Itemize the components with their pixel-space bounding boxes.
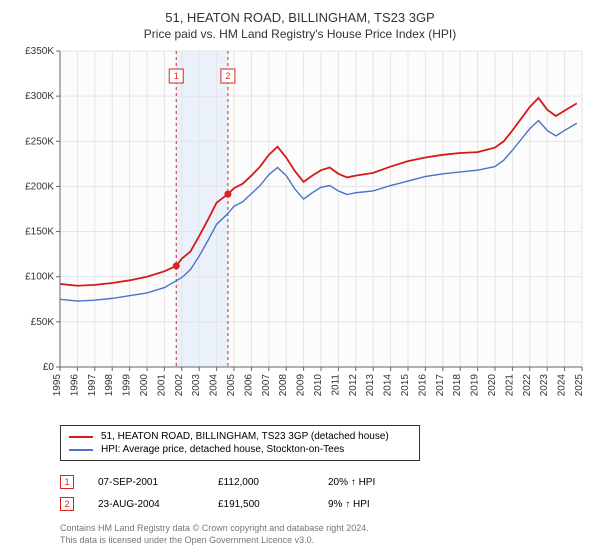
x-tick-label: 2004 [209, 374, 220, 397]
footer-line2: This data is licensed under the Open Gov… [60, 535, 588, 547]
legend-swatch [69, 436, 93, 438]
x-tick-label: 2009 [296, 374, 307, 397]
x-tick-label: 2015 [400, 374, 411, 397]
y-tick-label: £50K [31, 317, 55, 328]
x-tick-label: 2024 [557, 374, 568, 397]
sale-rows: 1 07-SEP-2001 £112,000 20% ↑ HPI 2 23-AUG-200… [60, 471, 588, 515]
x-tick-label: 2010 [313, 374, 324, 397]
sale-date: 07-SEP-2001 [98, 477, 208, 488]
footer-line1: Contains HM Land Registry data © Crown c… [60, 523, 588, 535]
x-tick-label: 2011 [330, 374, 341, 396]
sale-row: 2 23-AUG-2004 £191,500 9% ↑ HPI [60, 493, 588, 515]
x-tick-label: 2019 [470, 374, 481, 397]
chart-area: 1 2 £0 £50K £100K £150K £200K £250K £300K £350K 19… [12, 47, 588, 417]
x-tick-label: 2006 [243, 374, 254, 397]
x-tick-label: 2001 [156, 374, 167, 397]
x-tick-label: 2005 [226, 374, 237, 397]
x-tick-label: 2023 [539, 374, 550, 397]
legend-label: HPI: Average price, detached house, Stoc… [101, 444, 344, 455]
highlight-band [176, 51, 228, 367]
legend-swatch [69, 449, 93, 451]
x-tick-label: 2021 [504, 374, 515, 397]
sale-delta: 20% ↑ HPI [328, 477, 448, 488]
x-tick-label: 2002 [174, 374, 185, 397]
x-tick-label: 1997 [87, 374, 98, 397]
sale-marker-icon: 1 [60, 475, 74, 489]
sale-point [173, 262, 180, 269]
sale-row: 1 07-SEP-2001 £112,000 20% ↑ HPI [60, 471, 588, 493]
x-tick-label: 2003 [191, 374, 202, 397]
legend-item: 51, HEATON ROAD, BILLINGHAM, TS23 3GP (d… [69, 430, 411, 443]
footer-attribution: Contains HM Land Registry data © Crown c… [60, 523, 588, 546]
x-tick-label: 2018 [452, 374, 463, 397]
sale-price: £112,000 [218, 477, 318, 488]
y-tick-label: £300K [25, 91, 54, 102]
sale-delta: 9% ↑ HPI [328, 499, 448, 510]
y-tick-label: £200K [25, 181, 54, 192]
sale-price: £191,500 [218, 499, 318, 510]
legend-item: HPI: Average price, detached house, Stoc… [69, 443, 411, 456]
x-tick-label: 2007 [261, 374, 272, 397]
y-tick-label: £250K [25, 136, 54, 147]
y-tick-label: £350K [25, 47, 54, 57]
x-tick-label: 1995 [52, 374, 63, 397]
y-tick-label: £0 [43, 362, 55, 373]
y-tick-label: £100K [25, 272, 54, 283]
chart-svg: 1 2 £0 £50K £100K £150K £200K £250K £300K £350K 19… [12, 47, 588, 417]
x-tick-label: 2000 [139, 374, 150, 397]
sale-point [224, 191, 231, 198]
chart-container: 51, HEATON ROAD, BILLINGHAM, TS23 3GP Pr… [0, 0, 600, 554]
sale-date: 23-AUG-2004 [98, 499, 208, 510]
x-tick-label: 1999 [122, 374, 133, 397]
x-tick-label: 1998 [104, 374, 115, 397]
x-tick-label: 2022 [522, 374, 533, 397]
x-tick-label: 2014 [383, 374, 394, 397]
sale-marker-icon: 2 [60, 497, 74, 511]
legend-label: 51, HEATON ROAD, BILLINGHAM, TS23 3GP (d… [101, 431, 389, 442]
sale-marker-label: 1 [174, 71, 179, 81]
chart-title-subtitle: Price paid vs. HM Land Registry's House … [12, 27, 588, 41]
x-tick-label: 2012 [348, 374, 359, 397]
x-tick-label: 2020 [487, 374, 498, 397]
x-tick-label: 2008 [278, 374, 289, 397]
y-tick-label: £150K [25, 227, 54, 238]
x-tick-label: 2016 [417, 374, 428, 397]
x-tick-label: 1996 [69, 374, 80, 397]
chart-title-address: 51, HEATON ROAD, BILLINGHAM, TS23 3GP [12, 10, 588, 25]
legend: 51, HEATON ROAD, BILLINGHAM, TS23 3GP (d… [60, 425, 420, 461]
x-tick-label: 2013 [365, 374, 376, 397]
sale-marker-label: 2 [225, 71, 230, 81]
x-tick-label: 2025 [574, 374, 585, 397]
x-tick-label: 2017 [435, 374, 446, 397]
